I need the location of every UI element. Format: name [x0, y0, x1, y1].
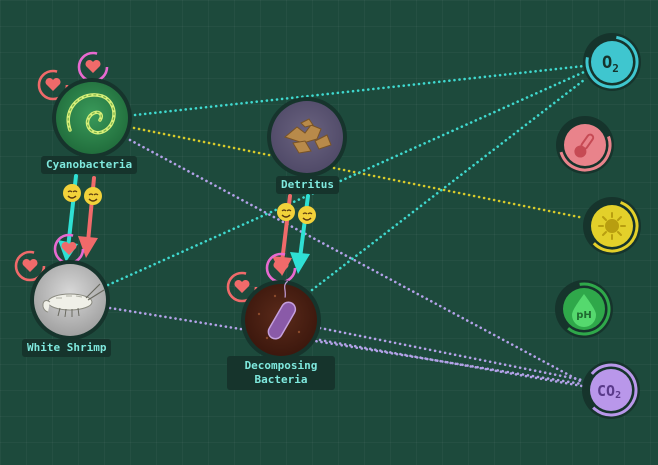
cyanobacteria-icon	[66, 93, 116, 135]
o2-label: O2	[602, 53, 619, 75]
arrowhead-cyan-2	[290, 252, 310, 274]
resource-light[interactable]	[580, 194, 644, 258]
resource-o2[interactable]: O2	[583, 33, 641, 91]
heart-cycle-icon	[37, 69, 69, 101]
heart-cycle-icon	[77, 51, 109, 83]
thermometer-icon	[574, 133, 595, 158]
droplet-icon	[572, 294, 596, 327]
smiley-icon	[277, 203, 295, 221]
resource-links	[106, 64, 586, 388]
arrowhead-red	[78, 236, 98, 258]
link-cyanobacteria-co2	[128, 138, 584, 384]
link-decomposer-co2-b	[318, 338, 584, 388]
smiley-icon	[84, 187, 102, 205]
node-white-shrimp[interactable]	[30, 260, 110, 340]
arrow-detritus-to-decomp-cyan	[298, 194, 310, 260]
label-white-shrimp: White Shrimp	[22, 339, 112, 357]
bacterium-icon	[267, 280, 297, 340]
sun-icon	[598, 212, 626, 240]
heart-badges	[14, 51, 297, 303]
smiley-icon	[298, 206, 316, 224]
heart-cycle-icon	[226, 271, 258, 303]
shrimp-icon	[42, 283, 105, 318]
co2-label: CO2	[597, 382, 621, 401]
link-decomposer-o2	[310, 78, 586, 292]
label-cyanobacteria: Cyanobacteria	[41, 156, 138, 174]
node-detritus[interactable]	[267, 97, 347, 177]
ph-label: pH	[576, 310, 592, 321]
link-cyanobacteria-o2	[133, 64, 586, 117]
node-decomposing-bacteria[interactable]	[241, 280, 321, 360]
smiley-icon	[63, 184, 81, 202]
link-decomposer-co2	[318, 326, 584, 382]
resource-temperature[interactable]	[553, 113, 617, 177]
label-detritus: Detritus	[276, 176, 339, 194]
label-decomposing-bacteria: Decomposing Bacteria	[227, 356, 335, 390]
smileys	[63, 184, 316, 224]
resource-co2[interactable]: CO2	[576, 355, 646, 425]
detritus-icon	[283, 118, 332, 154]
link-shrimp-co2	[108, 306, 584, 386]
link-shrimp-o2	[106, 70, 586, 287]
resource-ph[interactable]: pH	[555, 280, 613, 338]
heart-cycle-icon	[14, 250, 46, 282]
node-cyanobacteria[interactable]	[52, 78, 132, 158]
